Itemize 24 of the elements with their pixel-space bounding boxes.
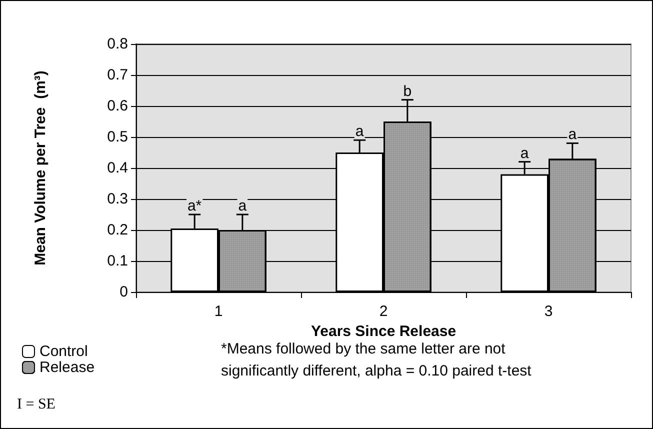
y-tick-label: 0.1 [107, 252, 128, 270]
data-label: a [568, 126, 578, 144]
y-tick-label: 0.4 [107, 160, 128, 176]
data-label: a [238, 198, 248, 214]
y-tick-label: 0 [120, 284, 128, 300]
y-tick-label: 0.5 [107, 128, 128, 146]
x-tick-label: 2 [379, 303, 388, 320]
y-tick-label: 0.2 [107, 222, 128, 238]
legend-label: Control [40, 343, 88, 360]
x-axis-title: Years Since Release [310, 322, 456, 340]
y-tick-label: 0.3 [107, 190, 128, 208]
data-label: a [520, 144, 530, 162]
y-tick-label: 0.7 [107, 66, 128, 84]
text: *Means followed by the same letter are not significantly different, alpha = 0.10 paired t-test [221, 340, 532, 380]
text: I = SE [17, 396, 56, 412]
x-tick-label: 1 [214, 303, 223, 320]
y-axis-title: Mean Volume per Tree (m³) [32, 70, 49, 266]
data-label: b [403, 82, 412, 100]
y-tick-label: 0.6 [107, 98, 128, 114]
legend-label: Release [40, 359, 95, 376]
data-label: a* [187, 198, 202, 214]
data-label: a [355, 123, 364, 140]
y-tick-label: 0.8 [107, 36, 128, 52]
x-tick-label: 3 [544, 303, 553, 320]
